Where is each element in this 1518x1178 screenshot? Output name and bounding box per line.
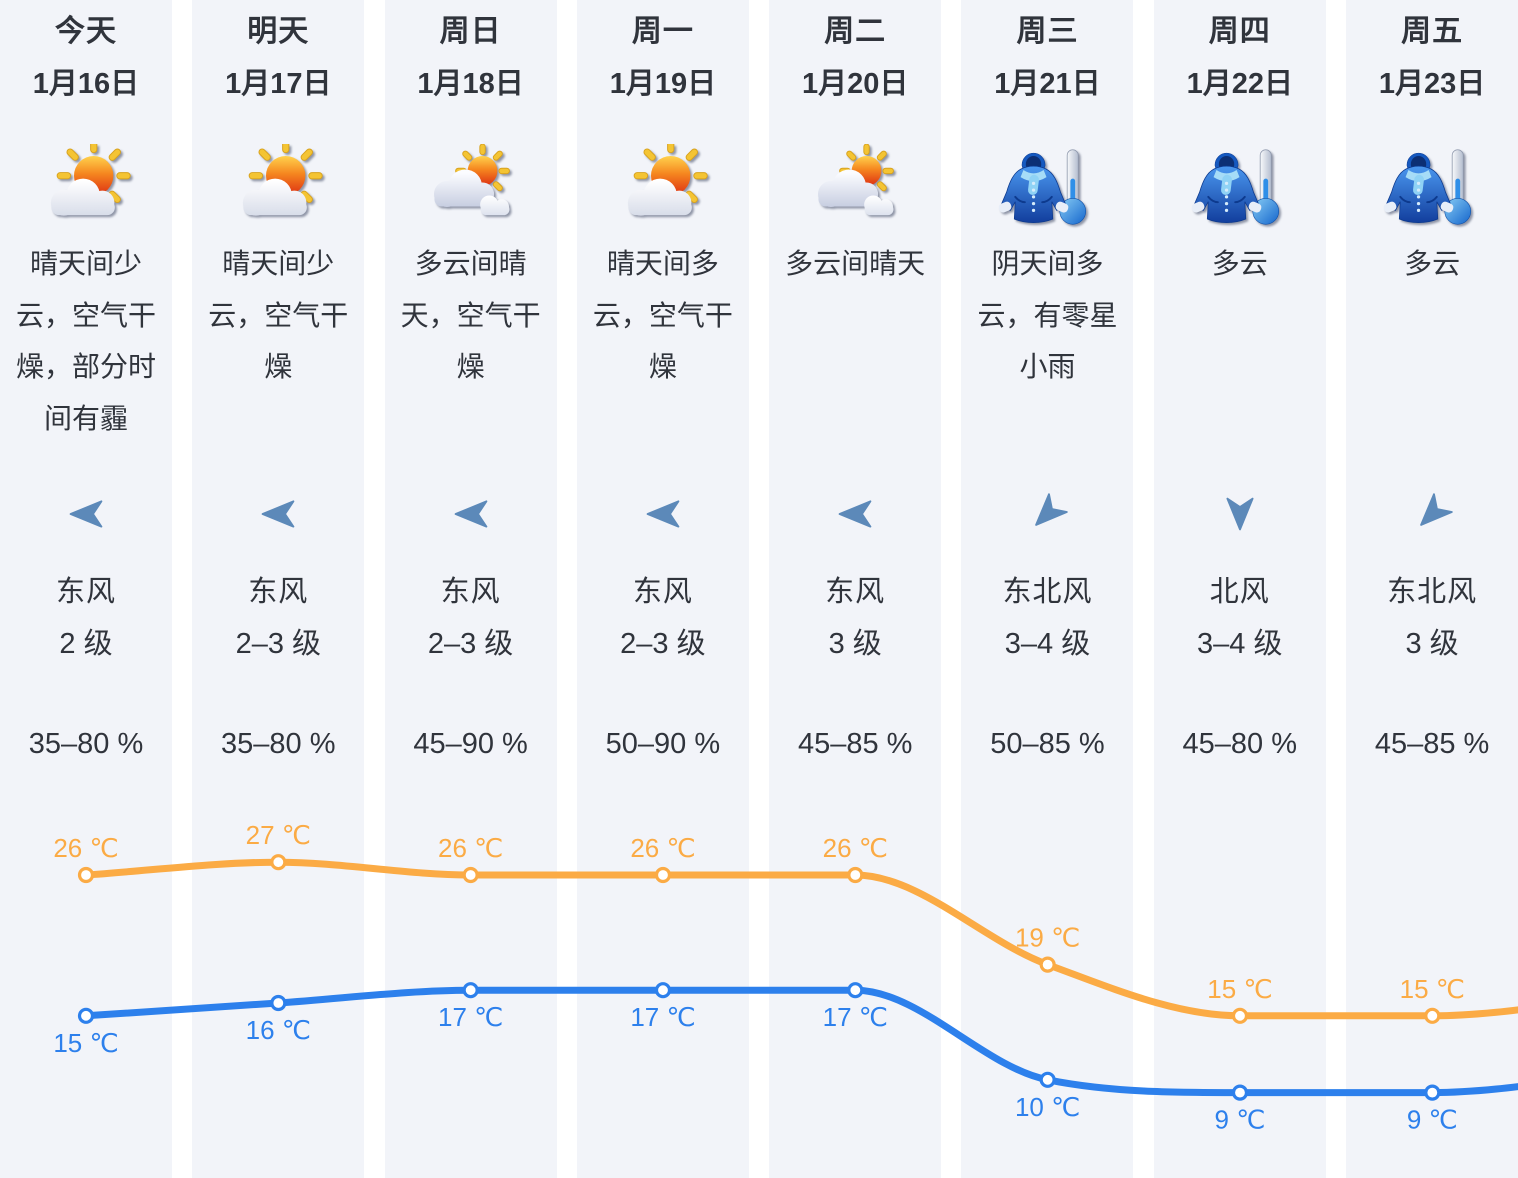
day-date: 1月23日 [1378,68,1486,100]
humidity-range: 50–90 % [605,728,721,760]
wind-level: 2–3 级 [427,628,514,660]
wind-level: 2 级 [59,628,113,660]
weather-description: 晴天间少云，空气干燥，部分时间有霾 [15,248,156,434]
day-name: 周五 [1401,15,1464,48]
day-date: 1月17日 [225,68,332,100]
day-date: 1月16日 [32,68,140,100]
day-name: 明天 [247,15,310,48]
humidity-range: 50–85 % [990,728,1105,760]
wind-direction-arrow-icon [577,492,749,536]
humidity-range: 45–90 % [413,728,528,760]
day-name: 今天 [55,15,117,48]
day-date: 1月19日 [609,68,717,100]
wind-direction-arrow-icon [0,492,172,536]
day-column-2[interactable]: 周日 1月18日 多云间晴天，空气干燥 东风 2–3 级 45–90 % [384,0,557,1178]
weather-description: 多云间晴天 [785,248,926,279]
wind-direction: 东北风 [1387,576,1478,608]
humidity-range: 45–80 % [1182,728,1298,760]
weather-description: 晴天间少云，空气干燥 [208,248,349,382]
weather-description: 阴天间多云，有零星小雨 [977,248,1118,382]
weather-description: 多云 [1211,248,1268,279]
day-column-7[interactable]: 周五 1月23日 多云 东北风 3 级 45–85 % [1346,0,1518,1178]
wind-direction: 东风 [440,576,501,608]
weather-icon-sun-small-cloud [0,140,172,232]
wind-level: 3–4 级 [1004,628,1091,660]
weather-icon-cold [1346,140,1518,232]
wind-level: 2–3 级 [620,628,706,660]
humidity-range: 35–80 % [28,728,144,760]
weather-icon-cold [1154,140,1326,232]
weather-description: 多云间晴天，空气干燥 [400,248,541,382]
day-date: 1月20日 [801,68,909,100]
wind-direction: 东风 [825,576,886,608]
weather-icon-cloud-sun [385,140,557,232]
humidity-range: 35–80 % [221,728,336,760]
day-name: 周一 [631,15,694,48]
day-column-6[interactable]: 周四 1月22日 多云 北风 3–4 级 45–80 % [1153,0,1326,1178]
wind-direction: 东北风 [1002,576,1093,608]
weather-description: 晴天间多云，空气干燥 [592,248,733,382]
wind-direction-arrow-icon [385,492,557,536]
weather-icon-sun-small-cloud [577,140,749,232]
day-column-5[interactable]: 周三 1月21日 阴天间多云，有零星小雨 东北风 3–4 级 50–85 % [961,0,1134,1178]
day-name: 周二 [824,15,887,48]
weather-description: 多云 [1404,248,1461,279]
wind-level: 3 级 [828,628,882,660]
day-column-4[interactable]: 周二 1月20日 多云间晴天 东风 3 级 45–85 % [769,0,942,1178]
humidity-range: 45–85 % [797,728,913,760]
wind-level: 3–4 级 [1197,628,1283,660]
day-column-1[interactable]: 明天 1月17日 晴天间少云，空气干燥 东风 2–3 级 35–80 % [192,0,365,1178]
wind-direction-arrow-icon [961,492,1133,536]
wind-direction: 北风 [1209,576,1270,608]
humidity-range: 45–85 % [1374,728,1490,760]
wind-direction-arrow-icon [1346,492,1518,536]
day-name: 周三 [1016,15,1079,48]
weather-icon-sun-small-cloud [192,140,364,232]
wind-direction-arrow-icon [192,492,364,536]
day-name: 周日 [439,15,502,48]
wind-level: 3 级 [1405,628,1459,660]
wind-direction: 东风 [248,576,309,608]
day-date: 1月21日 [994,68,1101,100]
day-name: 周四 [1208,15,1271,48]
day-column-0[interactable]: 今天 1月16日 晴天间少云，空气干燥，部分时间有霾 东风 2 级 35–80 … [0,0,172,1178]
wind-direction-arrow-icon [769,492,941,536]
weather-icon-cloud-sun [769,140,941,232]
weather-icon-cold [961,140,1133,232]
day-date: 1月18日 [417,68,524,100]
day-column-3[interactable]: 周一 1月19日 晴天间多云，空气干燥 东风 2–3 级 50–90 % [576,0,749,1178]
wind-direction: 东风 [632,576,693,608]
wind-level: 2–3 级 [235,628,322,660]
day-date: 1月22日 [1186,68,1293,100]
wind-direction-arrow-icon [1154,492,1326,536]
wind-direction: 东风 [55,576,116,608]
